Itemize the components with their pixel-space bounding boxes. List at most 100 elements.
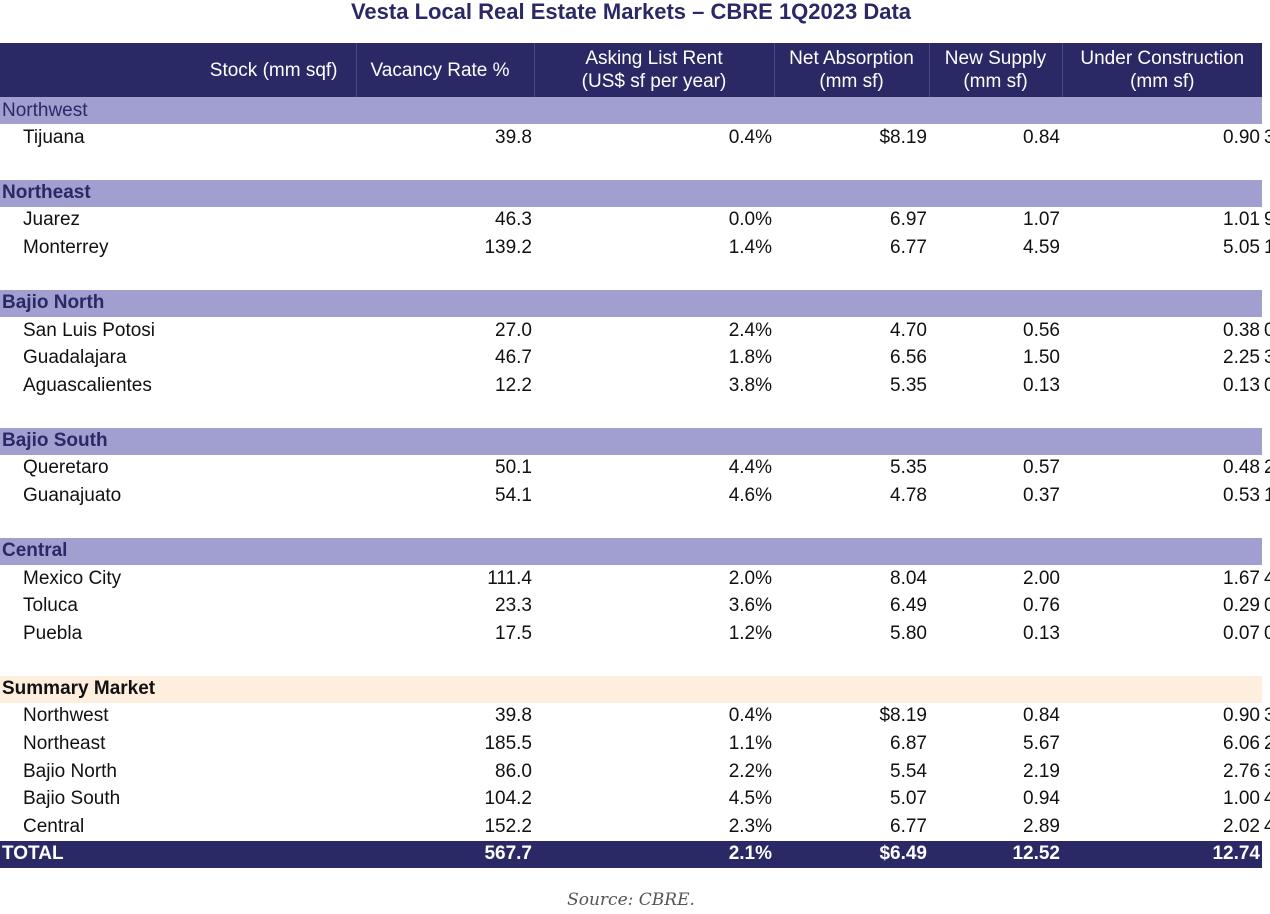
rent-cell: $8.19	[879, 126, 927, 148]
spacer-cell	[0, 152, 1262, 180]
rent-cell: $6.49	[879, 843, 927, 864]
supply-cell: 2.76	[1223, 760, 1260, 782]
vacancy-cell: 0.0%	[728, 209, 772, 231]
vacancy-cell: 2.3%	[728, 815, 772, 837]
rent-cell: 6.87	[890, 732, 927, 754]
absorption-cell: 0.76	[1023, 595, 1060, 617]
header-absorption-line1: Net Absorption	[789, 48, 914, 69]
header-stock: Stock (mm sqf)	[209, 59, 338, 81]
spacer-row	[0, 510, 1262, 538]
supply-cell: 0.07	[1223, 622, 1260, 644]
stock-cell: 54.1	[495, 484, 532, 506]
supply-cell: 1.00	[1223, 788, 1260, 810]
vacancy-cell: 3.8%	[728, 374, 772, 396]
stock-cell: 12.2	[495, 374, 532, 396]
market-name: Aguascalientes	[23, 374, 152, 396]
stock-cell: 139.2	[484, 236, 532, 258]
supply-cell: 0.90	[1223, 126, 1260, 148]
absorption-cell: 5.67	[1023, 732, 1060, 754]
vacancy-cell: 4.4%	[728, 457, 772, 479]
rent-cell: 5.54	[890, 760, 927, 782]
market-name: Northeast	[23, 732, 106, 754]
absorption-cell: 2.89	[1023, 815, 1060, 837]
table-title: Vesta Local Real Estate Markets – CBRE 1…	[350, 0, 912, 24]
spacer-cell	[0, 262, 1262, 290]
group-header-label: Bajio South	[2, 430, 108, 452]
supply-cell: 0.48	[1223, 457, 1260, 479]
absorption-cell: 0.37	[1023, 484, 1060, 506]
stock-cell: 50.1	[495, 457, 532, 479]
market-name: Bajio North	[23, 760, 117, 782]
market-name: Puebla	[23, 622, 83, 644]
market-name: Queretaro	[23, 457, 109, 479]
summary-header: Summary Market	[0, 675, 1262, 703]
rent-cell: 4.78	[890, 484, 927, 506]
table-body: Northwest Tijuana39.80.4%$8.190.840.903.0…	[0, 97, 1270, 868]
supply-cell: 0.53	[1223, 484, 1260, 506]
stock-cell: 39.8	[495, 705, 532, 727]
supply-cell: 2.02	[1223, 815, 1260, 837]
header-rent: Asking List Rent (US$ sf per year)	[533, 43, 774, 97]
stock-cell: 27.0	[495, 319, 532, 341]
absorption-cell: 0.13	[1023, 374, 1060, 396]
rent-cell: 6.56	[890, 347, 927, 369]
absorption-cell: 0.57	[1023, 457, 1060, 479]
stock-cell: 567.7	[484, 843, 532, 864]
supply-cell: 5.05	[1223, 236, 1260, 258]
group-header: Northwest	[0, 97, 1262, 124]
group-header: Bajio North	[0, 289, 1262, 317]
spacer-row	[0, 152, 1262, 180]
market-name: Guanajuato	[23, 484, 122, 506]
rent-cell: 4.70	[890, 319, 927, 341]
supply-cell: 0.29	[1223, 595, 1260, 617]
vacancy-cell: 2.1%	[728, 843, 772, 864]
supply-cell: 12.74	[1212, 843, 1260, 864]
spacer-row	[0, 400, 1262, 428]
header-absorption-line2: (mm sf)	[819, 71, 884, 92]
market-name: San Luis Potosi	[23, 319, 156, 341]
absorption-cell: 0.84	[1023, 705, 1060, 727]
vacancy-cell: 1.1%	[728, 732, 772, 754]
rent-cell: 6.49	[890, 595, 927, 617]
absorption-cell: 0.13	[1023, 622, 1060, 644]
stock-cell: 39.8	[495, 126, 532, 148]
supply-cell: 0.13	[1223, 374, 1260, 396]
stock-cell: 46.3	[495, 209, 532, 231]
rent-cell: 6.77	[890, 236, 927, 258]
absorption-cell: 2.19	[1023, 760, 1060, 782]
stock-cell: 23.3	[495, 595, 532, 617]
stock-cell: 46.7	[495, 347, 532, 369]
vacancy-cell: 3.6%	[728, 595, 772, 617]
stock-cell: 104.2	[484, 788, 532, 810]
absorption-cell: 12.52	[1012, 843, 1060, 864]
vacancy-cell: 4.5%	[728, 788, 772, 810]
group-header-label: Northwest	[2, 99, 88, 121]
group-header-label: Bajio North	[2, 292, 105, 314]
absorption-cell: 0.56	[1023, 319, 1060, 341]
header-construction-line1: Under Construction	[1080, 48, 1245, 69]
spacer-row	[0, 648, 1262, 676]
header-vacancy: Vacancy Rate %	[355, 43, 534, 97]
market-name: Bajio South	[23, 788, 121, 810]
supply-cell: 2.25	[1223, 347, 1260, 369]
rent-cell: 5.80	[890, 622, 927, 644]
supply-cell: 0.38	[1223, 319, 1260, 341]
spacer-row	[0, 262, 1262, 290]
absorption-cell: 0.94	[1023, 788, 1060, 810]
rent-cell: 5.35	[890, 374, 927, 396]
header-construction: Under Construction (mm sf)	[1061, 43, 1262, 97]
summary-header-label: Summary Market	[2, 678, 156, 700]
market-name: Guadalajara	[23, 347, 127, 369]
stock-cell: 185.5	[484, 732, 532, 754]
